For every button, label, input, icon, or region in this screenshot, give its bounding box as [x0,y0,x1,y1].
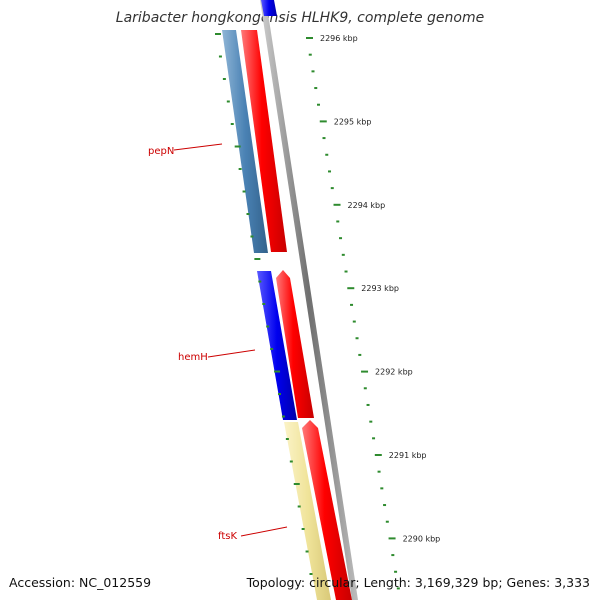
kbp-label: 2296 kbp [320,34,358,43]
reverse-gene-pepN [222,30,268,253]
forward-gene-top [261,0,277,16]
kbp-label: 2295 kbp [334,117,372,126]
gene-label-hemH: hemH [178,352,208,363]
kbp-labels: 2296 kbp 2295 kbp 2294 kbp 2293 kbp 2292 kbp… [320,34,440,543]
kbp-label: 2293 kbp [361,284,399,293]
backbone-track [260,0,358,600]
genome-info-text: Topology: circular; Length: 3,169,329 bp… [246,575,590,590]
gene-label-pepN: pepN [148,146,174,157]
hemH-leader-line [207,349,256,358]
kbp-label: 2291 kbp [389,451,427,460]
gene-gap [248,256,294,268]
ftsK-leader-line [240,526,288,537]
pepN-leader-line [173,143,223,151]
gene-label-ftsK: ftsK [218,531,237,542]
forward-gene-2 [276,270,314,418]
kbp-label: 2292 kbp [375,368,413,377]
map-title: Laribacter hongkongensis HLHK9, complete… [115,10,485,26]
kbp-label: 2294 kbp [348,201,386,210]
forward-gene-1 [241,30,287,252]
inner-tick-marks [215,33,313,575]
forward-gene-3 [302,420,352,600]
outer-tick-marks [306,37,400,590]
reverse-gene-ftsK [284,422,331,600]
kbp-label: 2290 kbp [403,534,441,543]
reverse-gene-hemH [257,271,297,420]
accession-text: Accession: NC_012559 [9,575,152,590]
